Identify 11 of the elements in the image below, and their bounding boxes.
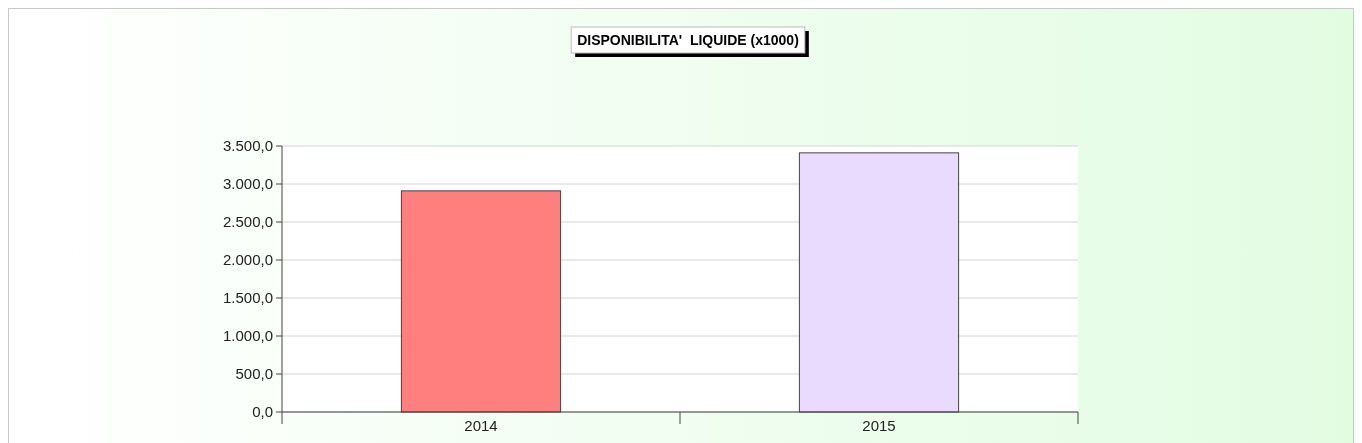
y-tick-label: 500,0	[235, 365, 273, 383]
y-tick-label: 3.500,0	[222, 137, 273, 155]
y-tick-label: 1.500,0	[222, 289, 273, 307]
y-tick-label: 2.000,0	[222, 251, 273, 269]
x-tick-label: 2015	[862, 417, 896, 434]
y-tick-label: 3.000,0	[222, 175, 273, 193]
chart-title: DISPONIBILITA' LIQUIDE (x1000)	[577, 32, 799, 48]
y-tick-label: 1.000,0	[222, 327, 273, 345]
x-tick-label: 2014	[464, 417, 498, 434]
y-tick-label: 0,0	[252, 403, 273, 421]
y-tick-label: 2.500,0	[222, 213, 273, 231]
